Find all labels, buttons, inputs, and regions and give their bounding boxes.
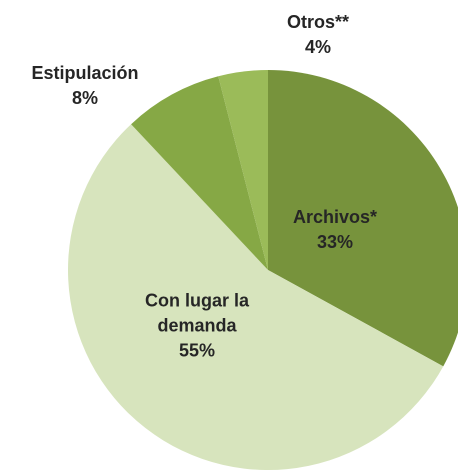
slice-label: Archivos* 33% (293, 205, 377, 255)
category-label: Otros** (286, 12, 350, 32)
category-label: Estipulación (31, 63, 139, 83)
slice-label: Otros** 4% (287, 10, 349, 60)
category-label: Archivos* (292, 207, 378, 227)
value-label: 4% (304, 37, 332, 57)
slice (268, 70, 458, 367)
value-label: 55% (178, 340, 216, 361)
slice (68, 124, 444, 470)
value-label: 8% (71, 88, 99, 108)
slice (218, 70, 268, 270)
slice (131, 76, 268, 270)
slice-label: Con lugar la demanda 55% (127, 289, 267, 364)
slice-label: Estipulación 8% (31, 61, 138, 111)
category-label: Con lugar la demanda (144, 290, 249, 336)
value-label: 33% (316, 232, 354, 252)
